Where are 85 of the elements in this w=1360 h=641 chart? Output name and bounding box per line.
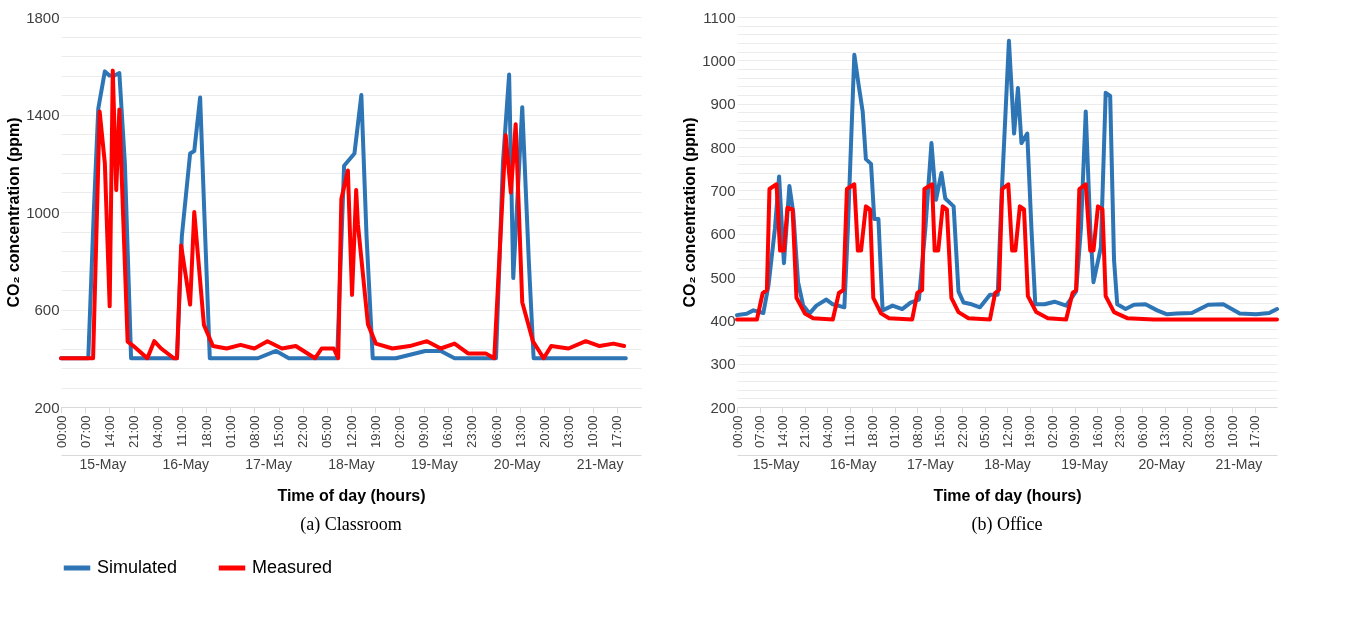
y-tick-label: 700 — [710, 181, 736, 199]
y-tick-label: 1100 — [703, 8, 736, 26]
x-tick-label: 04:00 — [819, 415, 835, 449]
x-tick-label: 05:00 — [977, 415, 992, 449]
x2-tick-label: 15-May — [752, 455, 800, 472]
x-tick-label: 21:00 — [126, 415, 141, 449]
x-tick-label: 10:00 — [1224, 415, 1240, 449]
x-tick-label: 08:00 — [909, 415, 925, 449]
legend-label: Simulated — [97, 557, 178, 577]
x-tick-label: 02:00 — [391, 415, 407, 449]
x-tick-label: 13:00 — [1157, 415, 1172, 449]
x-axis-title: Time of day (hours) — [933, 487, 1082, 505]
x-tick-label: 12:00 — [343, 415, 359, 449]
y-tick-label: 1000 — [702, 51, 736, 69]
x-tick-label: 18:00 — [864, 415, 880, 449]
y-tick-label: 800 — [710, 138, 736, 156]
x-tick-label: 12:00 — [999, 415, 1015, 449]
x2-tick-label: 21-May — [576, 455, 624, 472]
x-tick-label: 16:00 — [440, 415, 456, 449]
x-tick-label: 23:00 — [464, 415, 480, 449]
x-tick-label: 13:00 — [512, 415, 528, 449]
x-tick-label: 10:00 — [585, 415, 601, 449]
text: (a) Classroom — [300, 513, 402, 535]
x2-tick-label: 19-May — [411, 455, 458, 472]
x-tick-label: 07:00 — [77, 415, 93, 449]
x-tick-label: 15:00 — [271, 415, 286, 449]
x-tick-label: 17:00 — [609, 415, 625, 449]
y-tick-label: 200 — [710, 398, 736, 416]
x-tick-label: 00:00 — [729, 415, 745, 449]
x-tick-label: 04:00 — [150, 415, 166, 449]
x-tick-label: 08:00 — [246, 415, 262, 449]
x2-tick-label: 16-May — [829, 455, 877, 472]
y-axis-title: CO₂ concentration (ppm) — [5, 117, 23, 308]
y-axis-title: CO₂ concentration (ppm) — [681, 117, 699, 308]
x-tick-label: 15:00 — [932, 415, 947, 449]
x-tick-label: 22:00 — [954, 415, 970, 449]
x2-tick-label: 17-May — [907, 455, 954, 472]
x2-tick-label: 21-May — [1215, 455, 1263, 472]
x2-tick-label: 18-May — [984, 455, 1031, 472]
x-tick-label: 01:00 — [887, 415, 902, 449]
x-tick-label: 03:00 — [561, 415, 576, 449]
x-tick-label: 20:00 — [1179, 415, 1195, 449]
y-tick-label: 900 — [710, 95, 736, 113]
x-tick-label: 11:00 — [842, 415, 857, 448]
x-tick-label: 03:00 — [1202, 415, 1217, 449]
x-tick-label: 19:00 — [367, 415, 383, 449]
x-tick-label: 09:00 — [416, 415, 431, 449]
x2-tick-label: 20-May — [493, 455, 541, 472]
y-tick-label: 1400 — [26, 106, 60, 123]
y-tick-label: 300 — [710, 355, 736, 373]
x-tick-label: 23:00 — [1112, 415, 1127, 449]
x-tick-label: 19:00 — [1022, 415, 1037, 449]
x-tick-label: 09:00 — [1067, 415, 1082, 449]
x-tick-label: 16:00 — [1089, 415, 1105, 449]
x-tick-label: 05:00 — [319, 415, 335, 449]
y-tick-label: 600 — [710, 225, 736, 243]
x-tick-label: 17:00 — [1247, 415, 1262, 449]
y-tick-label: 200 — [34, 398, 60, 416]
x-axis-title: Time of day (hours) — [277, 487, 426, 505]
x-tick-label: 21:00 — [797, 415, 812, 449]
x2-tick-label: 18-May — [328, 455, 375, 472]
y-tick-label: 1000 — [26, 203, 60, 221]
x2-tick-label: 20-May — [1138, 455, 1186, 472]
x-tick-label: 01:00 — [222, 415, 238, 449]
x2-tick-label: 17-May — [245, 455, 292, 472]
x-tick-label: 20:00 — [536, 415, 552, 449]
y-tick-label: 400 — [710, 311, 736, 329]
x-tick-label: 00:00 — [53, 415, 69, 449]
x-tick-label: 14:00 — [774, 415, 790, 449]
x-tick-label: 06:00 — [488, 415, 504, 449]
x-tick-label: 22:00 — [295, 415, 311, 449]
y-tick-label: 500 — [710, 268, 736, 286]
x-tick-label: 02:00 — [1044, 415, 1060, 449]
x-tick-label: 06:00 — [1134, 415, 1150, 449]
x-tick-label: 18:00 — [198, 415, 214, 449]
x2-tick-label: 19-May — [1061, 455, 1108, 472]
x-tick-label: 07:00 — [752, 415, 767, 449]
y-tick-label: 1800 — [26, 8, 60, 26]
x2-tick-label: 15-May — [79, 455, 127, 472]
y-tick-label: 600 — [34, 301, 60, 318]
legend-label: Measured — [252, 557, 333, 577]
text: (b) Office — [971, 513, 1043, 535]
x2-tick-label: 16-May — [162, 455, 210, 472]
x-tick-label: 14:00 — [101, 415, 117, 449]
x-tick-label: 11:00 — [174, 415, 190, 448]
